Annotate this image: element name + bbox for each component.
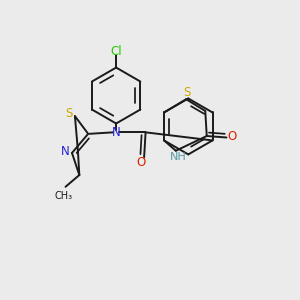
Text: O: O xyxy=(136,156,146,169)
Text: N: N xyxy=(112,126,121,139)
Text: O: O xyxy=(228,130,237,142)
Text: NH: NH xyxy=(170,152,187,162)
Text: N: N xyxy=(61,145,70,158)
Text: Cl: Cl xyxy=(110,45,122,58)
Text: S: S xyxy=(65,107,72,120)
Text: CH₃: CH₃ xyxy=(54,190,72,201)
Text: S: S xyxy=(183,86,190,99)
